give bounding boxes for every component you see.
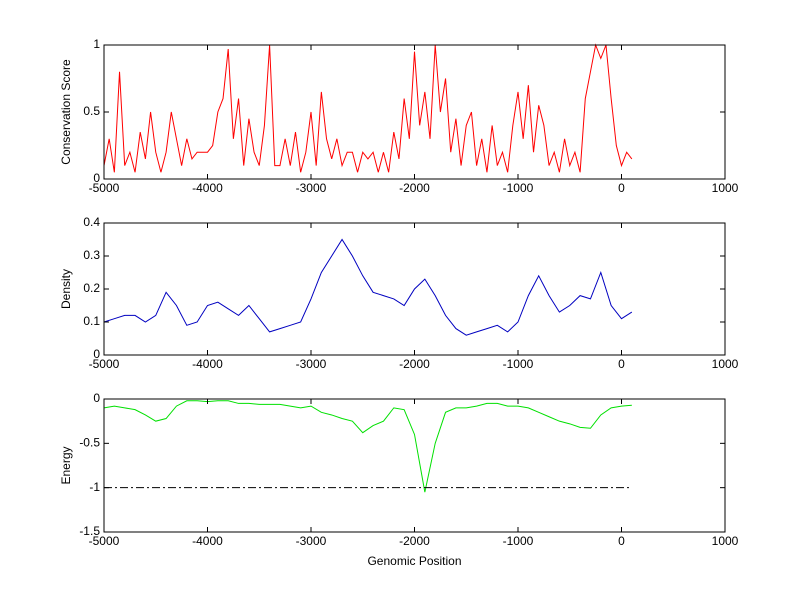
x-tick-label: -2000 (399, 534, 430, 548)
x-axis-label: Genomic Position (367, 554, 461, 568)
y-tick-label: -0.5 (79, 436, 100, 450)
x-tick-label: 1000 (712, 357, 739, 371)
x-tick-label: 1000 (712, 534, 739, 548)
x-tick-label: -5000 (89, 534, 120, 548)
y-tick-label: 1 (93, 37, 100, 51)
y-tick-label: 0 (93, 347, 100, 361)
x-tick-label: -5000 (89, 357, 120, 371)
y-tick-label: -1 (89, 480, 100, 494)
x-tick-label: -4000 (192, 534, 223, 548)
x-tick-label: -5000 (89, 181, 120, 195)
y-tick-label: 0.1 (83, 314, 100, 328)
x-tick-label: -2000 (399, 357, 430, 371)
x-tick-label: -3000 (296, 534, 327, 548)
x-tick-label: -1000 (503, 181, 534, 195)
y-tick-label: 0 (93, 171, 100, 185)
y-tick-label: 0.4 (83, 215, 100, 229)
y-axis-label: Conservation Score (59, 59, 73, 165)
y-axis-label: Energy (59, 446, 73, 484)
data-line (103, 400, 632, 493)
y-tick-label: 0.2 (83, 281, 100, 295)
x-tick-label: 0 (618, 534, 625, 548)
x-tick-label: -4000 (192, 357, 223, 371)
y-tick-label: -1.5 (79, 524, 100, 538)
plot-area (104, 399, 725, 532)
x-tick-label: -3000 (296, 181, 327, 195)
data-line (103, 238, 633, 336)
x-tick-label: -1000 (503, 357, 534, 371)
x-tick-label: -4000 (192, 181, 223, 195)
y-axis-label: Density (59, 269, 73, 309)
y-tick-label: 0.5 (83, 104, 100, 118)
x-tick-label: -2000 (399, 181, 430, 195)
x-tick-label: -1000 (503, 534, 534, 548)
plot-area (104, 45, 725, 179)
y-tick-label: 0.3 (83, 248, 100, 262)
x-tick-label: 0 (618, 357, 625, 371)
x-tick-label: 1000 (712, 181, 739, 195)
y-tick-label: 0 (93, 391, 100, 405)
x-tick-label: 0 (618, 181, 625, 195)
data-line (103, 43, 633, 173)
x-tick-label: -3000 (296, 357, 327, 371)
